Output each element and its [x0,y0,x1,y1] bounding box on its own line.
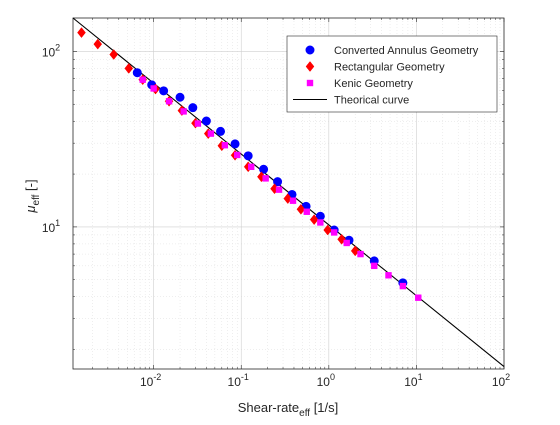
x-tick-base: 10 [228,375,242,389]
square-data-point [357,250,364,258]
legend-square-swatch [306,79,314,87]
x-tick-label: 10-2 [140,372,161,389]
y-tick-label: 101 [42,218,60,235]
legend-label: Theorical curve [334,95,409,107]
circle-data-point [175,92,185,102]
data-series [72,17,505,368]
x-tick-label: 10-1 [228,372,249,389]
x-axis-label: Shear-rateeff [1/s] [238,400,339,419]
diamond-data-point [309,214,319,226]
square-data-point [343,239,350,247]
diamond-data-point [296,203,306,215]
circle-data-point [159,86,169,96]
square-data-point [289,197,297,204]
y-tick-exponent: 1 [55,218,60,228]
square-data-point [207,130,215,137]
x-tick-exponent: 0 [330,372,335,382]
square-data-point [234,151,241,159]
square-data-point [275,186,283,193]
x-tick-base: 10 [140,375,154,389]
y-tick-base: 10 [42,221,56,235]
circle-data-point [201,116,211,126]
diamond-data-point [109,49,119,60]
diamond-data-point [350,245,360,257]
diamond-data-point [323,224,332,236]
circle-data-point [188,103,198,113]
square-data-point [317,219,324,226]
legend-circle-swatch [305,45,315,55]
x-tick-label: 102 [492,372,510,389]
x-tick-label: 100 [317,372,335,389]
square-data-point [415,294,422,301]
square-data-point [150,85,157,92]
square-data-point [165,98,173,105]
legend-label: Kenic Geometry [334,78,413,90]
square-data-point [248,163,255,171]
circle-data-point [216,126,226,136]
square-data-point [399,282,407,290]
legend-entry: Kenic Geometry [306,78,413,90]
legend-entry: Theorical curve [293,95,409,107]
square-data-point [139,76,146,83]
square-data-point [262,175,269,182]
square-data-point [385,272,392,279]
axes-box [72,17,505,370]
circle-data-point [273,177,283,187]
x-tick-base: 10 [492,375,506,389]
square-data-point [180,108,187,115]
circle-data-point [243,151,253,161]
circle-data-point [132,68,142,78]
diamond-data-point [283,193,293,204]
x-tick-exponent: -2 [153,372,161,382]
square-data-point [303,208,310,215]
x-tick-base: 10 [404,375,418,389]
y-tick-label: 102 [42,42,60,59]
legend-label: Converted Annulus Geometry [334,45,479,57]
square-data-point [330,229,338,236]
x-tick-exponent: 1 [418,372,423,382]
diamond-data-point [124,63,134,74]
circle-data-point [259,164,269,174]
y-axis-label: μeff [-] [23,179,42,213]
diamond-data-point [77,27,86,38]
y-tick-exponent: 2 [55,42,60,52]
circle-data-point [230,139,240,149]
x-tick-exponent: 2 [505,372,510,382]
series-kenic-geometry [139,76,422,301]
legend-diamond-swatch [305,61,315,72]
legend-entry: Rectangular Geometry [305,61,445,74]
x-tick-label: 101 [404,372,422,389]
legend-label: Rectangular Geometry [334,62,445,74]
diamond-data-point [93,38,103,50]
y-tick-base: 10 [42,45,56,59]
square-data-point [371,262,378,270]
x-tick-exponent: -1 [241,372,249,382]
square-data-point [194,120,202,127]
square-data-point [221,142,229,149]
legend-entry: Converted Annulus Geometry [305,45,479,57]
legend: Converted Annulus Geometry Rectangular Ge… [286,35,498,113]
x-tick-base: 10 [317,375,331,389]
